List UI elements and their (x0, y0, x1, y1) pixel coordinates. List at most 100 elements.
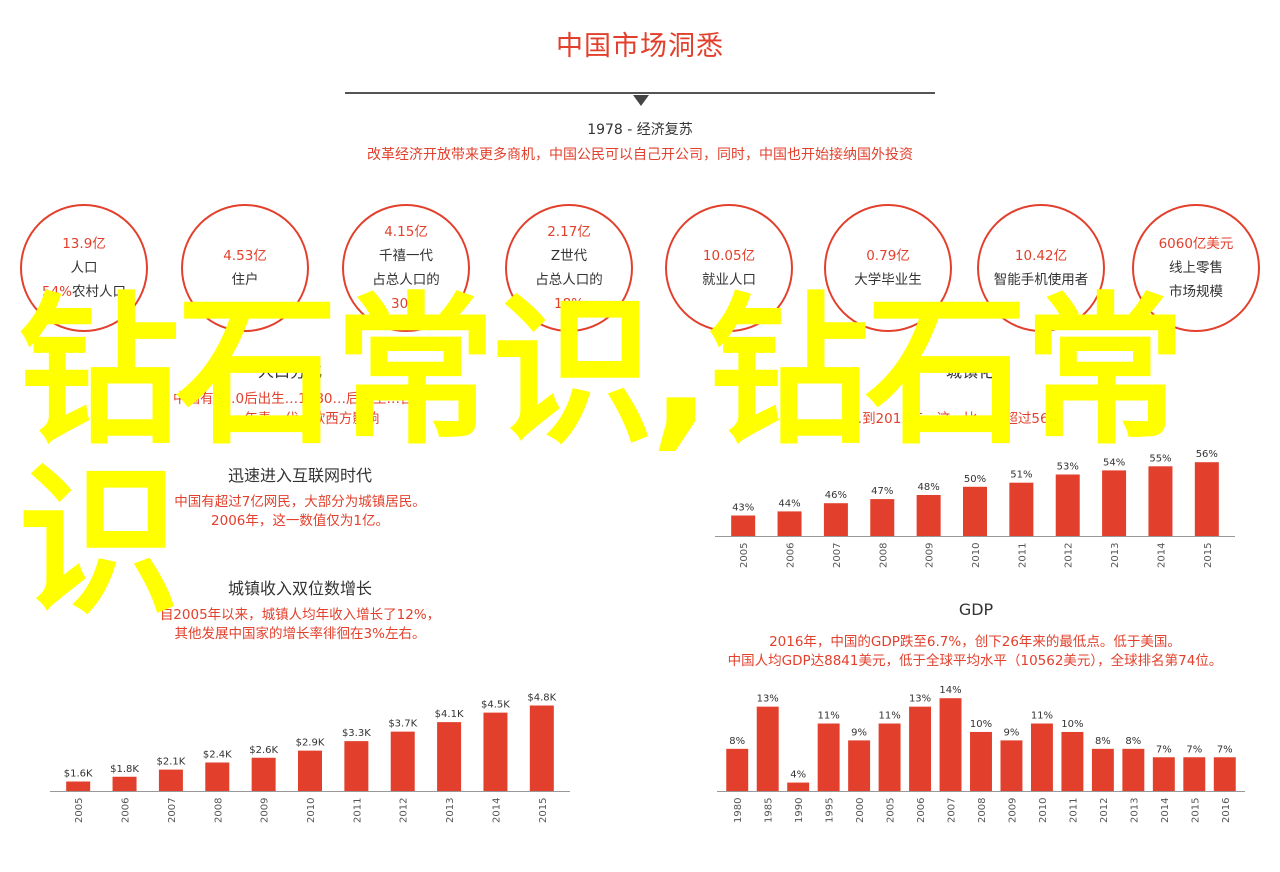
data-label: $2.6K (249, 745, 278, 756)
bar (1122, 748, 1145, 791)
bar (298, 750, 322, 791)
data-label: 11% (878, 711, 900, 722)
x-tick-label: 2013 (1129, 798, 1140, 823)
data-label: 11% (818, 711, 840, 722)
bar (112, 776, 137, 791)
section-text-income-2: 其他发展中国家的增长率徘徊在3%左右。 (174, 626, 426, 642)
x-tick-label: 2007 (832, 543, 843, 568)
data-label: 13% (909, 694, 931, 705)
x-tick-label: 2008 (213, 798, 224, 823)
bar (970, 731, 992, 791)
circle-sub-value: 18% (553, 296, 584, 312)
x-tick-label: 2014 (1160, 798, 1171, 823)
x-tick-label: 2012 (399, 798, 410, 823)
data-label: 10% (1061, 719, 1083, 730)
circle-value: 13.9亿 (62, 236, 106, 252)
section-text-internet-1: 中国有超过7亿网民，大部分为城镇居民。 (174, 494, 426, 510)
data-label: 54% (1103, 457, 1125, 468)
bar (787, 782, 810, 791)
circle-label: 线上零售 (1169, 260, 1223, 276)
bar (66, 781, 91, 791)
stat-circle-online-retail: 6060亿美元 线上零售 市场规模 (1132, 204, 1260, 332)
bar (205, 762, 230, 791)
data-label: $3.7K (388, 719, 417, 730)
bar (483, 712, 508, 791)
divider-line (345, 92, 935, 94)
data-label: 7% (1156, 744, 1172, 755)
data-label: 7% (1217, 744, 1233, 755)
section-text-population-2: …年青一代…欧西方影响 (230, 411, 380, 427)
data-label: 9% (1004, 727, 1020, 738)
x-tick-label: 2010 (1038, 798, 1049, 823)
bar (529, 705, 554, 791)
data-label: $4.1K (435, 709, 464, 720)
data-label: 47% (871, 486, 893, 497)
stat-circle-graduates: 0.79亿 大学毕业生 (824, 204, 952, 332)
circle-sub-label: 占总人口的 (372, 272, 440, 288)
bar (848, 740, 871, 791)
section-text-gdp-2: 中国人均GDP达8841美元，低于全球平均水平（10562美元），全球排名第74… (727, 653, 1223, 669)
data-label: 8% (1095, 736, 1111, 747)
stat-circle-millennials: 4.15亿 千禧一代 占总人口的 30% (342, 204, 470, 332)
circle-sub-label: 占总人口的 (535, 272, 603, 288)
bar (916, 495, 941, 536)
circle-value: 0.79亿 (866, 248, 910, 264)
bar (1055, 474, 1080, 536)
stat-circle-households: 4.53亿 住户 (181, 204, 309, 332)
bar (909, 706, 932, 791)
x-tick-label: 2009 (1007, 798, 1018, 823)
circle-value: 4.53亿 (223, 248, 267, 264)
x-tick-label: 2015 (1203, 543, 1214, 568)
page-title: 中国市场洞悉 (556, 31, 724, 62)
circle-value: 6060亿美元 (1158, 236, 1234, 252)
bar (777, 511, 802, 536)
bar (1194, 462, 1219, 536)
x-tick-label: 2016 (1221, 798, 1232, 823)
data-label: 56% (1196, 449, 1218, 460)
circle-label: 住户 (231, 272, 259, 288)
bar (756, 706, 779, 791)
section-text-population-1: 中国有6…0后出生…1980…后出生…百万 (172, 391, 428, 407)
circle-label: Z世代 (550, 248, 588, 264)
stat-circle-employment: 10.05亿 就业人口 (665, 204, 793, 332)
data-label: 8% (1125, 736, 1141, 747)
circle-label: 就业人口 (702, 272, 756, 288)
x-tick-label: 2007 (947, 798, 958, 823)
data-label: $2.1K (156, 757, 185, 768)
x-tick-label: 2009 (925, 543, 936, 568)
x-tick-label: 2008 (977, 798, 988, 823)
circle-value: 10.42亿 (1014, 248, 1068, 264)
bar (1061, 731, 1084, 791)
section-title-internet: 迅速进入互联网时代 (227, 466, 372, 485)
data-label: 7% (1186, 744, 1202, 755)
x-tick-label: 1980 (733, 798, 744, 823)
stat-circle-gen-z: 2.17亿 Z世代 占总人口的 18% (505, 204, 633, 332)
x-tick-label: 2006 (786, 543, 797, 568)
x-tick-label: 2013 (1110, 543, 1121, 568)
data-label: 44% (778, 498, 800, 509)
bar (158, 769, 183, 791)
bar (878, 723, 901, 791)
triangle-down-icon (633, 95, 649, 106)
bar (870, 499, 895, 536)
data-label: 10% (970, 719, 992, 730)
circle-sub-value: 30% (390, 296, 421, 312)
circle-sub-value: 54% (41, 284, 72, 300)
section-text-income-1: 自2005年以来，城镇人均年收入增长了12%， (159, 607, 441, 623)
section-title-income: 城镇收入双位数增长 (227, 579, 372, 598)
bar (437, 722, 462, 791)
data-label: $4.5K (481, 700, 510, 711)
x-tick-label: 2008 (878, 543, 889, 568)
bar (1148, 466, 1173, 536)
bar (1091, 748, 1114, 791)
x-tick-label: 2000 (855, 798, 866, 823)
circle-value: 4.15亿 (384, 224, 428, 240)
era-description: 改革经济开放带来更多商机，中国公民可以自己开公司，同时，中国也开始接纳国外投资 (367, 147, 913, 163)
bar (939, 698, 962, 791)
data-label: $1.8K (110, 764, 139, 775)
section-title-gdp: GDP (958, 600, 994, 619)
circle-sub-label: 农村人口 (72, 284, 126, 300)
x-tick-label: 2006 (121, 798, 132, 823)
x-tick-label: 2015 (538, 798, 549, 823)
x-tick-label: 2014 (491, 798, 502, 823)
